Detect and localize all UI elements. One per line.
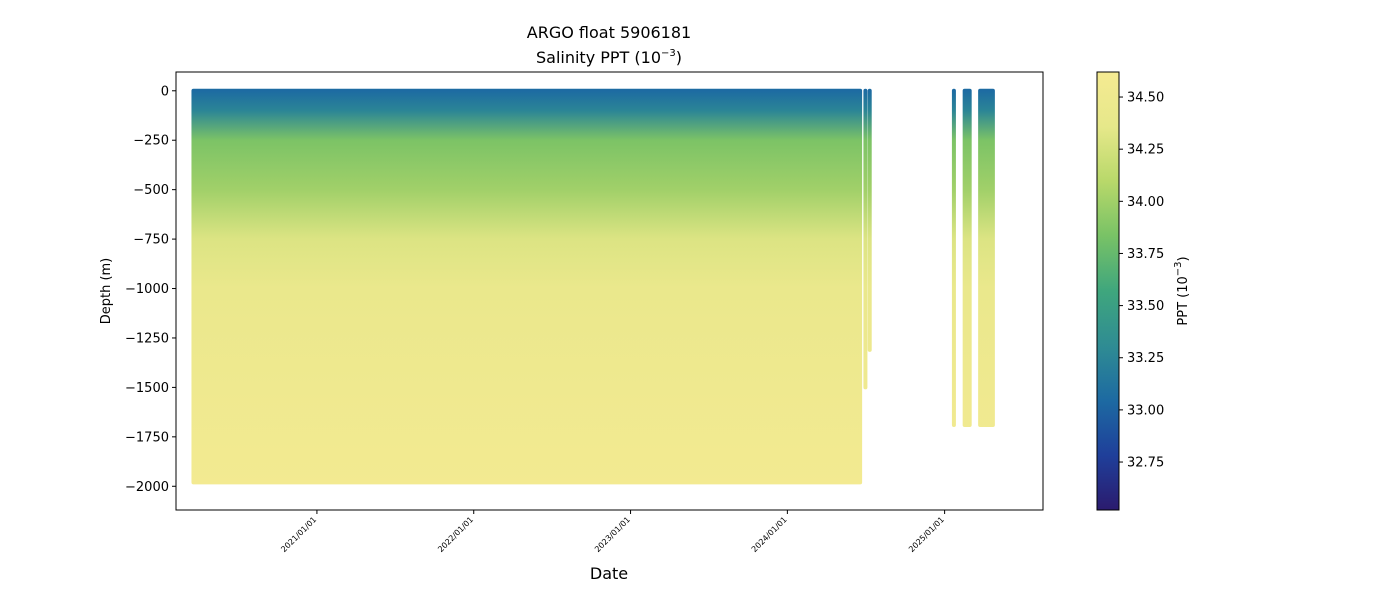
y-tick-label: −1500 <box>125 381 169 396</box>
y-axis-title: Depth (m) <box>99 258 114 325</box>
chart-subtitle: Salinity PPT (10−3) <box>536 48 682 67</box>
colorbar-tick-label: 33.25 <box>1127 351 1164 366</box>
profile-segment-5 <box>962 88 972 427</box>
y-tick-label: 0 <box>161 84 169 99</box>
x-tick-label: 2023/01/01 <box>593 515 632 554</box>
x-tick-label: 2025/01/01 <box>907 515 946 554</box>
colorbar-tick-label: 33.75 <box>1127 247 1164 262</box>
profile-segment-2 <box>863 88 868 390</box>
x-axis: 2021/01/01 2022/01/01 2023/01/01 2024/01/01… <box>279 510 946 554</box>
y-tick-label: −500 <box>133 183 169 198</box>
colorbar-tick-label: 34.00 <box>1127 195 1164 210</box>
colorbar-tick-label: 34.25 <box>1127 143 1164 158</box>
x-tick-label: 2021/01/01 <box>279 515 318 554</box>
colorbar-tick-label: 34.50 <box>1127 91 1164 106</box>
data-layer <box>191 88 995 485</box>
y-tick-label: −1750 <box>125 430 169 445</box>
colorbar-title: PPT (10−3) <box>1173 256 1191 325</box>
y-axis: 0 −250 −500 −750 −1000 −1250 −1500 −1750 −2000 <box>125 84 176 495</box>
x-tick-label: 2024/01/01 <box>750 515 789 554</box>
x-axis-title: Date <box>590 564 628 583</box>
y-tick-label: −1000 <box>125 282 169 297</box>
profile-segment-3 <box>867 88 872 352</box>
y-tick-label: −1250 <box>125 331 169 346</box>
colorbar-tick-label: 32.75 <box>1127 456 1164 471</box>
colorbar-tick-label: 33.50 <box>1127 299 1164 314</box>
plot-area-frame <box>175 71 1044 511</box>
colorbar-axis: 34.50 34.25 34.00 33.75 33.50 33.25 33.00 32.75 <box>1119 91 1164 471</box>
colorbar <box>1096 71 1120 511</box>
chart-title: ARGO float 5906181 <box>527 23 691 42</box>
profile-segment-1 <box>191 88 863 485</box>
y-tick-label: −2000 <box>125 480 169 495</box>
y-tick-label: −750 <box>133 233 169 248</box>
y-tick-label: −250 <box>133 134 169 149</box>
colorbar-tick-label: 33.00 <box>1127 403 1164 418</box>
profile-segment-6 <box>978 88 995 427</box>
profile-segment-4 <box>951 88 956 427</box>
x-tick-label: 2022/01/01 <box>436 515 475 554</box>
